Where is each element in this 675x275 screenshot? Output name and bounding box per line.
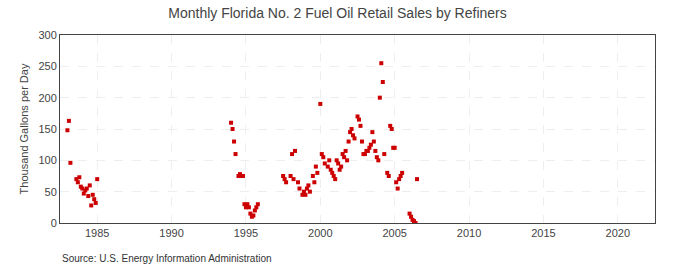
svg-text:1995: 1995 [234,227,258,239]
svg-text:1985: 1985 [85,227,109,239]
svg-text:2015: 2015 [531,227,555,239]
svg-text:150: 150 [38,123,56,135]
svg-text:Monthly Florida No. 2 Fuel Oil: Monthly Florida No. 2 Fuel Oil Retail Sa… [168,5,506,21]
svg-text:2010: 2010 [457,227,481,239]
svg-text:250: 250 [38,60,56,72]
svg-text:2020: 2020 [606,227,630,239]
svg-text:2000: 2000 [308,227,332,239]
svg-text:300: 300 [38,29,56,41]
svg-text:200: 200 [38,92,56,104]
svg-text:Thousand Gallons per Day: Thousand Gallons per Day [18,63,30,194]
svg-text:2005: 2005 [382,227,406,239]
svg-text:100: 100 [38,154,56,166]
svg-text:Source: U.S. Energy Informatio: Source: U.S. Energy Information Administ… [62,253,272,264]
svg-text:50: 50 [45,186,57,198]
svg-text:0: 0 [51,217,57,229]
svg-text:1990: 1990 [159,227,183,239]
